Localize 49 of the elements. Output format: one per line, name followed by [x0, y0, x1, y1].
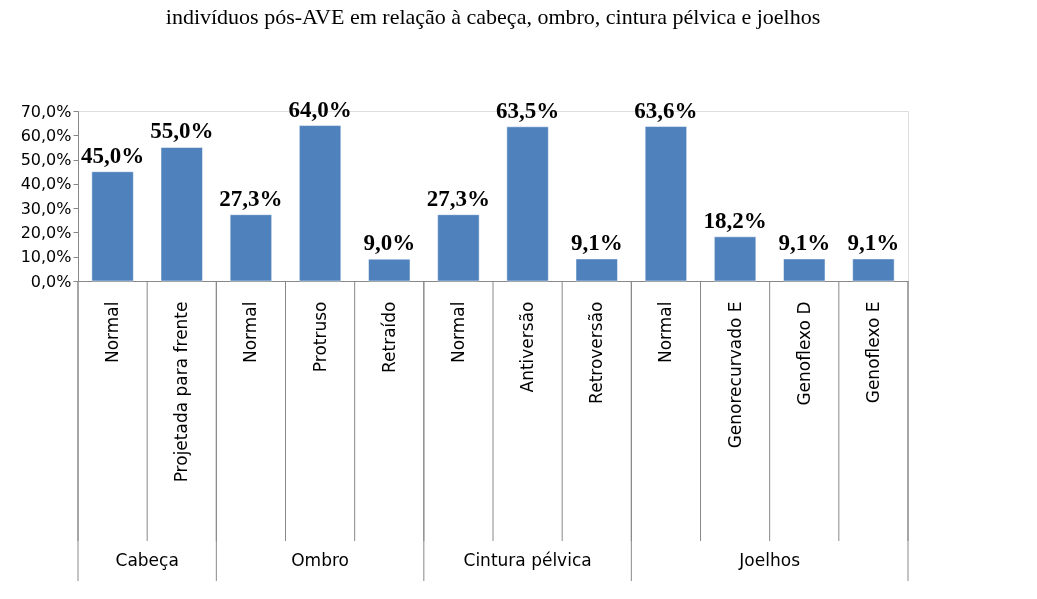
x-tick-label: Normal	[447, 301, 468, 364]
bar	[506, 126, 549, 282]
y-tick-label: 20,0%	[20, 222, 72, 242]
x-tick-label: Genoflexo D	[793, 301, 814, 406]
text: Cintura pélvica	[463, 550, 592, 570]
data-label: 63,6%	[634, 97, 698, 123]
text: Ombro	[291, 550, 349, 570]
x-tick-label: Genorecurvado E	[724, 301, 745, 449]
y-tick-label: 30,0%	[20, 198, 72, 218]
x-tick-label: Retroversão	[586, 301, 607, 404]
y-tick-label: 50,0%	[20, 150, 72, 170]
data-label: 9,1%	[570, 229, 623, 255]
y-tick-label: 10,0%	[20, 247, 72, 267]
data-label: 45,0%	[80, 142, 145, 168]
chart-title: indivíduos pós-AVE em relação à cabeça, ombro, cintura pélvica e joelhos	[165, 3, 821, 29]
y-tick-label: 40,0%	[20, 174, 72, 194]
x-tick-label: Normal	[240, 301, 261, 364]
bar	[299, 125, 342, 282]
bar	[160, 147, 203, 282]
x-tick-label: Normal	[102, 301, 123, 364]
data-label: 27,3%	[219, 185, 283, 211]
text: Joelhos	[738, 550, 801, 570]
bar	[437, 214, 480, 282]
bar	[852, 258, 895, 282]
data-label: 9,1%	[847, 229, 900, 255]
y-tick-label: 0,0%	[30, 271, 72, 291]
data-label: 9,0%	[363, 230, 416, 256]
bar	[229, 214, 272, 282]
x-tick-label: Genoflexo E	[862, 301, 883, 404]
bar	[714, 236, 757, 282]
data-label: 9,1%	[778, 229, 831, 255]
data-label: 64,0%	[288, 96, 352, 122]
y-tick-label: 70,0%	[20, 101, 72, 121]
x-tick-label: Retraído	[378, 301, 399, 373]
x-tick-label: Protruso	[309, 301, 330, 373]
bar	[368, 258, 411, 282]
x-tick-label: Normal	[655, 301, 676, 364]
data-label: 55,0%	[150, 118, 214, 144]
data-label: 27,3%	[426, 185, 491, 211]
x-tick-label: Projetada para frente	[171, 301, 192, 483]
bar	[91, 171, 134, 282]
bar	[644, 126, 687, 282]
bar	[575, 258, 618, 282]
x-tick-label: Antiversão	[517, 301, 538, 393]
bar	[783, 258, 826, 282]
y-tick-label: 60,0%	[20, 125, 72, 145]
data-label: 18,2%	[703, 207, 767, 233]
text: Cabeça	[115, 550, 179, 570]
data-label: 63,5%	[495, 97, 560, 123]
